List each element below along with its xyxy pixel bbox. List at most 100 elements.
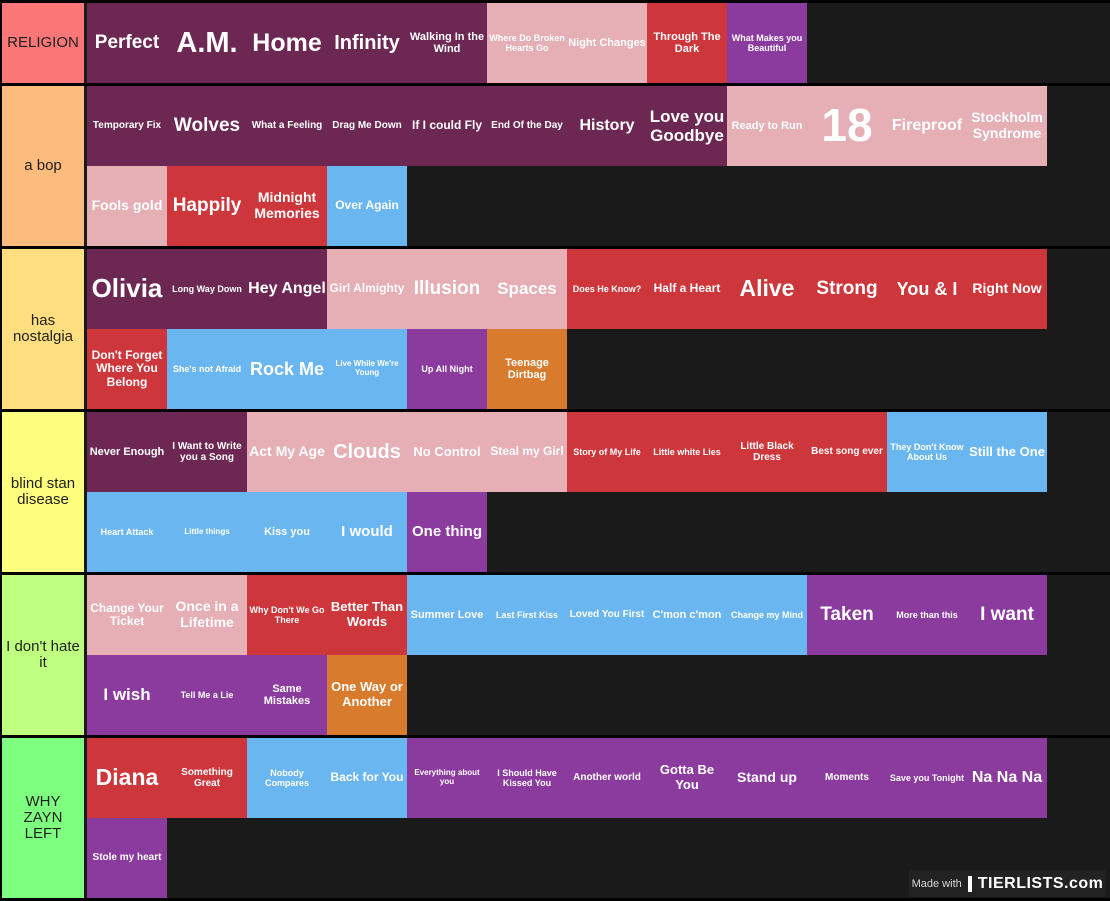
song-title: End Of the Day: [491, 120, 563, 132]
tier-label[interactable]: a bop: [2, 86, 84, 246]
song-tile[interactable]: Where Do Broken Hearts Go: [487, 3, 567, 83]
song-tile[interactable]: Kiss you: [247, 492, 327, 572]
song-tile[interactable]: Clouds: [327, 412, 407, 492]
song-tile[interactable]: Night Changes: [567, 3, 647, 83]
song-tile[interactable]: Na Na Na: [967, 738, 1047, 818]
watermark[interactable]: Made with TIERLISTS.com: [909, 870, 1106, 897]
song-tile[interactable]: Rock Me: [247, 329, 327, 409]
song-tile[interactable]: Everything about you: [407, 738, 487, 818]
song-tile[interactable]: Home: [247, 3, 327, 83]
song-tile[interactable]: Story of My Life: [567, 412, 647, 492]
song-tile[interactable]: Summer Love: [407, 575, 487, 655]
song-tile[interactable]: Fireproof: [887, 86, 967, 166]
tier-label[interactable]: WHY ZAYN LEFT: [2, 738, 84, 898]
song-tile[interactable]: Same Mistakes: [247, 655, 327, 735]
song-tile[interactable]: Temporary Fix: [87, 86, 167, 166]
song-tile[interactable]: Why Don't We Go There: [247, 575, 327, 655]
song-tile[interactable]: I Want to Write you a Song: [167, 412, 247, 492]
song-tile[interactable]: Love you Goodbye: [647, 86, 727, 166]
song-tile[interactable]: Happily: [167, 166, 247, 246]
song-title: Heart Attack: [100, 526, 154, 537]
tier-label[interactable]: has nostalgia: [2, 249, 84, 409]
tier-label[interactable]: RELIGION: [2, 3, 84, 83]
song-tile[interactable]: A.M.: [167, 3, 247, 83]
song-tile[interactable]: Last First Kiss: [487, 575, 567, 655]
song-tile[interactable]: Drag Me Down: [327, 86, 407, 166]
song-tile[interactable]: Change my Mind: [727, 575, 807, 655]
song-tile[interactable]: Spaces: [487, 249, 567, 329]
song-tile[interactable]: No Control: [407, 412, 487, 492]
song-tile[interactable]: Steal my Girl: [487, 412, 567, 492]
song-tile[interactable]: Girl Almighty: [327, 249, 407, 329]
song-tile[interactable]: One thing: [407, 492, 487, 572]
song-tile[interactable]: Hey Angel: [247, 249, 327, 329]
song-tile[interactable]: Little white Lies: [647, 412, 727, 492]
song-tile[interactable]: 18: [807, 86, 887, 166]
song-tile[interactable]: Best song ever: [807, 412, 887, 492]
song-tile[interactable]: Save you Tonight: [887, 738, 967, 818]
song-tile[interactable]: Long Way Down: [167, 249, 247, 329]
song-tile[interactable]: Strong: [807, 249, 887, 329]
song-tile[interactable]: Something Great: [167, 738, 247, 818]
song-tile[interactable]: If I could Fly: [407, 86, 487, 166]
song-tile[interactable]: Olivia: [87, 249, 167, 329]
song-tile[interactable]: Half a Heart: [647, 249, 727, 329]
song-tile[interactable]: Little things: [167, 492, 247, 572]
song-tile[interactable]: Fools gold: [87, 166, 167, 246]
song-tile[interactable]: One Way or Another: [327, 655, 407, 735]
song-tile[interactable]: I would: [327, 492, 407, 572]
song-tile[interactable]: Right Now: [967, 249, 1047, 329]
song-tile[interactable]: Nobody Compares: [247, 738, 327, 818]
song-tile[interactable]: She's not Afraid: [167, 329, 247, 409]
song-tile[interactable]: Once in a Lifetime: [167, 575, 247, 655]
song-tile[interactable]: I wish: [87, 655, 167, 735]
song-tile[interactable]: Live While We're Young: [327, 329, 407, 409]
song-tile[interactable]: Moments: [807, 738, 887, 818]
song-tile[interactable]: They Don't Know About Us: [887, 412, 967, 492]
tier-label[interactable]: blind stan disease: [2, 412, 84, 572]
song-tile[interactable]: You & I: [887, 249, 967, 329]
song-tile[interactable]: Another world: [567, 738, 647, 818]
song-tile[interactable]: Illusion: [407, 249, 487, 329]
song-tile[interactable]: Gotta Be You: [647, 738, 727, 818]
song-tile[interactable]: More than this: [887, 575, 967, 655]
song-tile[interactable]: C'mon c'mon: [647, 575, 727, 655]
song-tile[interactable]: Teenage Dirtbag: [487, 329, 567, 409]
song-tile[interactable]: Walking In the Wind: [407, 3, 487, 83]
song-tile[interactable]: Taken: [807, 575, 887, 655]
song-tile[interactable]: Better Than Words: [327, 575, 407, 655]
song-tile[interactable]: Back for You: [327, 738, 407, 818]
song-tile[interactable]: Act My Age: [247, 412, 327, 492]
song-tile[interactable]: I Should Have Kissed You: [487, 738, 567, 818]
song-title: C'mon c'mon: [652, 608, 722, 621]
song-tile[interactable]: Midnight Memories: [247, 166, 327, 246]
song-tile[interactable]: Don't Forget Where You Belong: [87, 329, 167, 409]
song-tile[interactable]: Never Enough: [87, 412, 167, 492]
song-tile[interactable]: I want: [967, 575, 1047, 655]
song-tile[interactable]: Through The Dark: [647, 3, 727, 83]
song-tile[interactable]: Heart Attack: [87, 492, 167, 572]
song-tile[interactable]: Over Again: [327, 166, 407, 246]
song-tile[interactable]: Stole my heart: [87, 818, 167, 898]
song-tile[interactable]: Perfect: [87, 3, 167, 83]
song-tile[interactable]: Little Black Dress: [727, 412, 807, 492]
song-tile[interactable]: Stand up: [727, 738, 807, 818]
song-tile[interactable]: Still the One: [967, 412, 1047, 492]
song-tile[interactable]: Alive: [727, 249, 807, 329]
song-tile[interactable]: Change Your Ticket: [87, 575, 167, 655]
song-tile[interactable]: History: [567, 86, 647, 166]
song-tile[interactable]: Wolves: [167, 86, 247, 166]
song-tile[interactable]: Stockholm Syndrome: [967, 86, 1047, 166]
tier-items: Perfect A.M. Home Infinity Walking In the Wi…: [87, 3, 1110, 83]
song-tile[interactable]: Diana: [87, 738, 167, 818]
tier-label[interactable]: I don't hate it: [2, 575, 84, 735]
song-tile[interactable]: Infinity: [327, 3, 407, 83]
song-tile[interactable]: Up All Night: [407, 329, 487, 409]
song-tile[interactable]: What Makes you Beautiful: [727, 3, 807, 83]
song-tile[interactable]: Loved You First: [567, 575, 647, 655]
song-tile[interactable]: Does He Know?: [567, 249, 647, 329]
song-tile[interactable]: What a Feeling: [247, 86, 327, 166]
song-tile[interactable]: Tell Me a Lie: [167, 655, 247, 735]
song-tile[interactable]: End Of the Day: [487, 86, 567, 166]
song-tile[interactable]: Ready to Run: [727, 86, 807, 166]
